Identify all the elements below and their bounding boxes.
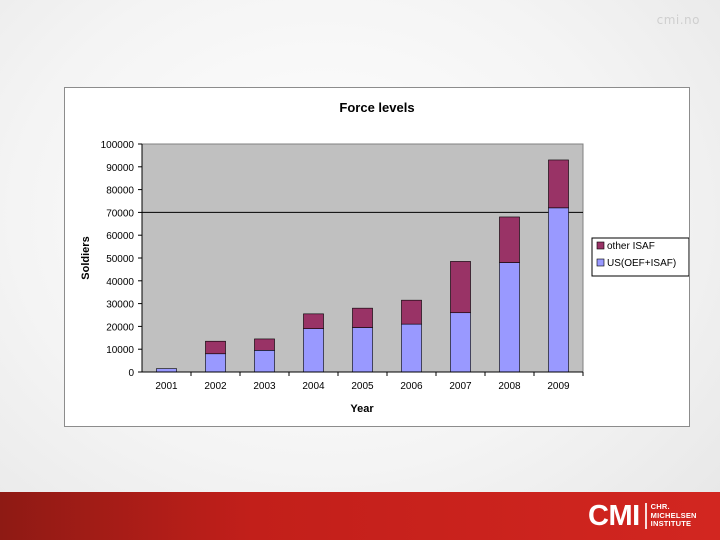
bar-other-isaf-2008 bbox=[499, 216, 520, 263]
chart-title: Force levels bbox=[339, 100, 414, 115]
x-tick-label: 2008 bbox=[498, 381, 521, 392]
logo-divider bbox=[644, 503, 647, 529]
bar-other-isaf-2002 bbox=[205, 340, 226, 355]
logo-line-1: CHR. bbox=[650, 502, 670, 512]
y-tick-label: 20000 bbox=[106, 322, 134, 333]
legend-items: other ISAF US(OEF+ISAF) bbox=[596, 241, 676, 269]
bar-us-2006 bbox=[401, 323, 422, 373]
y-tick-label: 70000 bbox=[106, 208, 134, 219]
bar-us-2008 bbox=[499, 262, 520, 373]
bar-us-2001 bbox=[156, 368, 177, 373]
y-tick-label: 50000 bbox=[106, 254, 134, 265]
bar-us-2002 bbox=[205, 353, 226, 373]
bar-other-isaf-2003 bbox=[254, 338, 275, 351]
x-tick-label: 2006 bbox=[400, 381, 423, 392]
x-tick-label: 2007 bbox=[449, 381, 472, 392]
bar-us-2003 bbox=[254, 350, 275, 373]
y-tick-label: 0 bbox=[128, 368, 134, 379]
x-tick-label: 2003 bbox=[253, 381, 276, 392]
axis-layer bbox=[138, 143, 584, 376]
site-label: cmi.no bbox=[656, 13, 700, 27]
legend-box bbox=[591, 237, 689, 277]
legend-swatch-other-isaf bbox=[596, 241, 605, 250]
footer-band bbox=[0, 492, 720, 540]
y-tick-label: 30000 bbox=[106, 300, 134, 311]
y-axis-label: Soldiers bbox=[80, 236, 92, 279]
logo-line-2: MICHELSEN bbox=[650, 510, 697, 520]
x-axis-label: Year bbox=[350, 403, 374, 415]
y-tick-label: 10000 bbox=[106, 345, 134, 356]
y-tick-label: 80000 bbox=[106, 186, 134, 197]
x-tick-label: 2001 bbox=[155, 381, 178, 392]
bar-other-isaf-2004 bbox=[303, 313, 324, 329]
logo-line-3: INSTITUTE bbox=[650, 519, 692, 529]
bar-us-2004 bbox=[303, 328, 324, 373]
bar-us-2005 bbox=[352, 327, 373, 373]
y-tick-label: 100000 bbox=[101, 140, 135, 151]
y-tick-label: 60000 bbox=[106, 231, 134, 242]
bar-other-isaf-2009 bbox=[548, 159, 569, 209]
force-levels-chart: Force levels 0 10000 20000 30000 40000 50000 6… bbox=[80, 100, 689, 415]
bar-us-2009 bbox=[548, 207, 569, 373]
cmi-logo: CMI CHR. MICHELSEN INSTITUTE bbox=[588, 500, 697, 532]
bar-other-isaf-2006 bbox=[401, 299, 422, 325]
y-tick-label: 90000 bbox=[106, 163, 134, 174]
x-tick-label: 2004 bbox=[302, 381, 325, 392]
y-tick-label: 40000 bbox=[106, 277, 134, 288]
bar-layer bbox=[156, 159, 569, 373]
legend-label-other-isaf: other ISAF bbox=[607, 241, 655, 252]
chart-frame: Force levels 0 10000 20000 30000 40000 50000 6… bbox=[64, 87, 690, 427]
logo-text: CHR. MICHELSEN INSTITUTE bbox=[651, 503, 697, 529]
logo-mark: CMI bbox=[588, 499, 640, 532]
legend-swatch-us bbox=[596, 258, 605, 267]
bar-us-2007 bbox=[450, 312, 471, 373]
x-tick-label: 2002 bbox=[204, 381, 227, 392]
x-tick-label: 2009 bbox=[547, 381, 570, 392]
legend: other ISAF US(OEF+ISAF) bbox=[591, 237, 689, 277]
bar-other-isaf-2005 bbox=[352, 307, 373, 328]
x-tick-label: 2005 bbox=[351, 381, 374, 392]
bar-other-isaf-2007 bbox=[450, 261, 471, 314]
legend-label-us: US(OEF+ISAF) bbox=[607, 258, 676, 269]
tick-label-layer: 0 10000 20000 30000 40000 50000 60000 70000 8000… bbox=[101, 140, 570, 392]
